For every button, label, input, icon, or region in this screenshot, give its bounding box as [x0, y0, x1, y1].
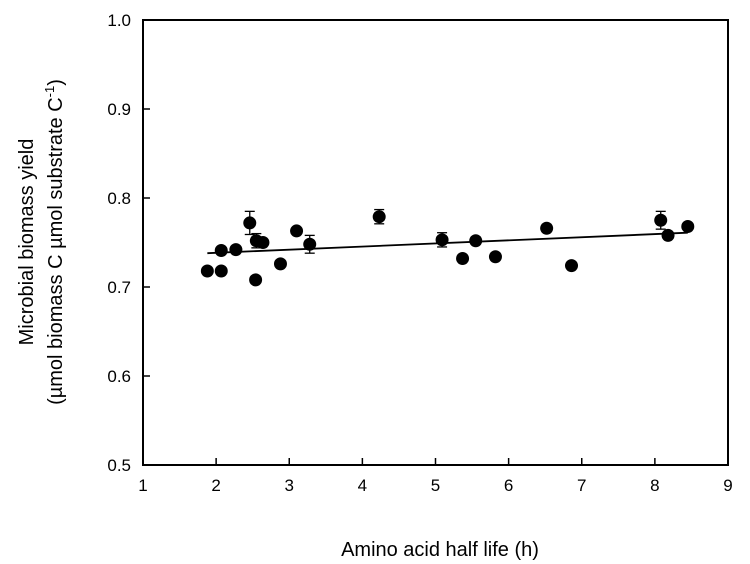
x-axis-title: Amino acid half life (h): [341, 539, 539, 561]
data-point: [654, 213, 668, 227]
x-tick-label: 1: [138, 476, 147, 495]
data-point: [565, 259, 579, 273]
x-tick-label: 2: [211, 476, 220, 495]
y-axis-title-line2: (µmol biomass C µmol substrate C-1): [42, 79, 67, 405]
y-tick-label: 0.9: [107, 100, 131, 119]
x-tick-label: 7: [577, 476, 586, 495]
data-point: [273, 257, 287, 271]
data-point: [256, 236, 270, 249]
data-point: [214, 244, 228, 258]
x-tick-label: 9: [723, 476, 732, 495]
y-axis-title-superscript: -1: [42, 86, 57, 98]
x-tick-label: 4: [358, 476, 367, 495]
x-axis-ticks: 1 2 3 4 5 6 7 8 9: [138, 458, 733, 495]
x-tick-label: 3: [285, 476, 294, 495]
y-axis-title-line2-main: (µmol biomass C µmol substrate C: [45, 97, 67, 405]
x-tick-label: 5: [431, 476, 440, 495]
data-point: [303, 237, 317, 251]
data-point: [469, 234, 483, 248]
data-point: [243, 216, 257, 230]
data-point: [456, 252, 470, 266]
data-point: [200, 264, 214, 278]
x-tick-label: 6: [504, 476, 513, 495]
data-point: [290, 224, 304, 238]
data-point: [249, 273, 263, 287]
data-point: [214, 264, 228, 278]
data-point: [661, 228, 675, 242]
y-axis-title-line2-end: ): [45, 79, 67, 86]
y-axis-ticks: 0.5 0.6 0.7 0.8 0.9 1.0: [107, 11, 150, 475]
data-point: [488, 250, 502, 264]
y-axis-title-line1: Microbial biomass yield: [16, 139, 38, 346]
data-point: [435, 233, 449, 247]
x-tick-label: 8: [650, 476, 659, 495]
y-tick-label: 0.6: [107, 367, 131, 386]
data-point: [681, 219, 695, 233]
y-tick-label: 1.0: [107, 11, 131, 30]
y-tick-label: 0.8: [107, 189, 131, 208]
data-point: [372, 210, 386, 224]
data-point: [229, 243, 243, 257]
y-tick-label: 0.7: [107, 278, 131, 297]
plot-frame: [142, 19, 729, 466]
y-tick-label: 0.5: [107, 456, 131, 475]
data-points: [200, 210, 695, 287]
data-point: [540, 221, 554, 235]
